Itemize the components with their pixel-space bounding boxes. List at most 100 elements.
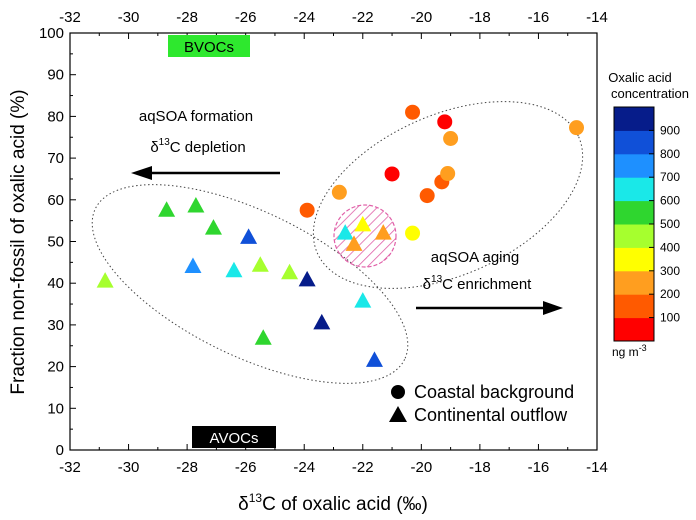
legend-label-coastal: Coastal background bbox=[414, 382, 574, 402]
colorbar-tick-label: 200 bbox=[660, 287, 680, 301]
x-tick-label-bottom: -24 bbox=[293, 459, 315, 476]
continental-point bbox=[184, 257, 202, 274]
y-tick-label: 40 bbox=[47, 275, 64, 292]
colorbar-tick-label: 900 bbox=[660, 123, 680, 137]
y-tick-label: 0 bbox=[56, 442, 64, 459]
colorbar-band bbox=[614, 224, 654, 248]
continental-point bbox=[254, 329, 272, 345]
coastal-point bbox=[299, 202, 315, 218]
y-tick-label: 50 bbox=[47, 234, 64, 251]
overlap-region bbox=[333, 204, 397, 268]
colorbar-title-line1: Oxalic acid bbox=[608, 70, 672, 85]
y-tick-label: 30 bbox=[47, 317, 64, 334]
colorbar-bands bbox=[614, 107, 654, 342]
coastal-cluster-ellipse bbox=[312, 101, 584, 289]
coastal-point bbox=[384, 166, 400, 182]
data-points bbox=[96, 104, 585, 367]
colorbar-band bbox=[614, 317, 654, 342]
left-arrow bbox=[131, 166, 280, 180]
continental-point bbox=[313, 313, 331, 330]
coastal-point bbox=[443, 131, 459, 147]
coastal-point bbox=[569, 120, 585, 136]
x-tick-label-top: -14 bbox=[586, 9, 608, 26]
y-tick-label: 80 bbox=[47, 108, 64, 125]
continental-point bbox=[336, 224, 354, 240]
continental-point bbox=[281, 263, 299, 280]
colorbar-band bbox=[614, 107, 654, 131]
x-axis-title: δ13C of oxalic acid (‰) bbox=[238, 491, 428, 515]
colorbar-tick-label: 300 bbox=[660, 264, 680, 278]
x-tick-label-top: -24 bbox=[293, 9, 315, 26]
continental-point bbox=[354, 292, 372, 308]
overlap-hatched-circle bbox=[333, 204, 397, 268]
x-tick-label-top: -20 bbox=[410, 9, 432, 26]
colorbar-tick-label: 800 bbox=[660, 147, 680, 161]
colorbar-band bbox=[614, 153, 654, 178]
legend-triangle-marker bbox=[389, 406, 407, 422]
continental-point bbox=[298, 270, 316, 287]
enrichment-label: δ13C enrichment bbox=[423, 274, 533, 293]
colorbar-ticks: 100 200 300 400 500 600 700 800 900 bbox=[649, 123, 680, 325]
continental-point bbox=[365, 351, 383, 367]
legend-circle-marker bbox=[391, 385, 405, 399]
cluster-ellipses bbox=[91, 101, 584, 384]
colorbar-tick-label: 400 bbox=[660, 240, 680, 254]
continental-point bbox=[240, 228, 258, 244]
colorbar-band bbox=[614, 294, 654, 319]
bvocs-label: BVOCs bbox=[184, 39, 234, 56]
y-tick-label: 90 bbox=[47, 67, 64, 84]
bvocs-box bbox=[168, 35, 250, 57]
colorbar-band bbox=[614, 247, 654, 272]
coastal-point bbox=[331, 184, 347, 200]
colorbar-unit: ng m-3 bbox=[612, 343, 647, 359]
x-tick-label-bottom: -32 bbox=[59, 459, 81, 476]
x-tick-label-bottom: -20 bbox=[410, 459, 432, 476]
y-tick-label: 70 bbox=[47, 150, 64, 167]
colorbar-tick-label: 700 bbox=[660, 170, 680, 184]
x-tick-label-bottom: -16 bbox=[528, 459, 550, 476]
colorbar-band bbox=[614, 130, 654, 155]
x-tick-label-top: -22 bbox=[352, 9, 374, 26]
x-tick-label-bottom: -26 bbox=[235, 459, 257, 476]
colorbar-tick-label: 100 bbox=[660, 311, 680, 325]
x-tick-label-bottom: -14 bbox=[586, 459, 608, 476]
avocs-box bbox=[192, 426, 276, 448]
aging-label: aqSOA aging bbox=[431, 249, 519, 266]
continental-point bbox=[374, 224, 392, 240]
continental-cluster-ellipse bbox=[91, 184, 409, 384]
avocs-label: AVOCs bbox=[210, 430, 259, 447]
x-tick-label-bottom: -28 bbox=[176, 459, 198, 476]
x-tick-label-bottom: -22 bbox=[352, 459, 374, 476]
colorbar-band bbox=[614, 177, 654, 202]
legend: Coastal background Continental outflow bbox=[389, 382, 574, 425]
colorbar-tick-label: 500 bbox=[660, 217, 680, 231]
continental-point bbox=[354, 215, 372, 232]
coastal-point bbox=[440, 166, 456, 182]
x-tick-label-top: -16 bbox=[528, 9, 550, 26]
legend-label-continental: Continental outflow bbox=[414, 405, 568, 425]
continental-point bbox=[225, 261, 243, 278]
colorbar: Oxalic acid concentration 100 200 300 400 50… bbox=[608, 70, 689, 359]
x-tick-label-top: -18 bbox=[469, 9, 491, 26]
x-tick-label-top: -32 bbox=[59, 9, 81, 26]
x-tick-label-top: -28 bbox=[176, 9, 198, 26]
x-tick-label-bottom: -18 bbox=[469, 459, 491, 476]
coastal-point bbox=[405, 104, 421, 120]
coastal-point bbox=[405, 225, 421, 241]
colorbar-tick-label: 600 bbox=[660, 194, 680, 208]
coastal-point bbox=[419, 188, 435, 204]
continental-point bbox=[158, 201, 176, 217]
colorbar-band bbox=[614, 270, 654, 295]
y-tick-label: 10 bbox=[47, 400, 64, 417]
right-arrow bbox=[416, 301, 563, 315]
coastal-point bbox=[437, 114, 453, 130]
y-axis-title: Fraction non-fossil of oxalic acid (%) bbox=[8, 89, 29, 394]
depletion-label: δ13C depletion bbox=[150, 137, 245, 156]
colorbar-band bbox=[614, 200, 654, 225]
continental-point bbox=[187, 197, 205, 213]
continental-point bbox=[251, 256, 269, 272]
colorbar-title-line2: concentration bbox=[611, 86, 689, 101]
y-tick-label: 60 bbox=[47, 192, 64, 209]
continental-point bbox=[96, 272, 114, 288]
